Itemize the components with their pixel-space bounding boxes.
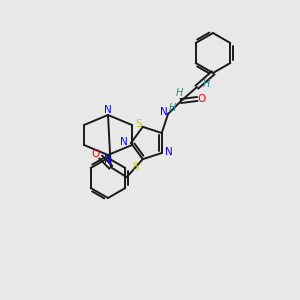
Text: O: O <box>92 149 100 159</box>
Text: N: N <box>104 155 112 165</box>
Text: N: N <box>120 137 128 147</box>
Text: N: N <box>165 147 172 157</box>
Text: S: S <box>132 162 139 172</box>
Text: N: N <box>160 107 168 117</box>
Text: H: H <box>175 88 183 98</box>
Text: S: S <box>135 119 142 129</box>
Text: O: O <box>198 94 206 104</box>
Text: H: H <box>202 79 210 89</box>
Text: N: N <box>104 105 112 115</box>
Text: H: H <box>168 103 176 113</box>
